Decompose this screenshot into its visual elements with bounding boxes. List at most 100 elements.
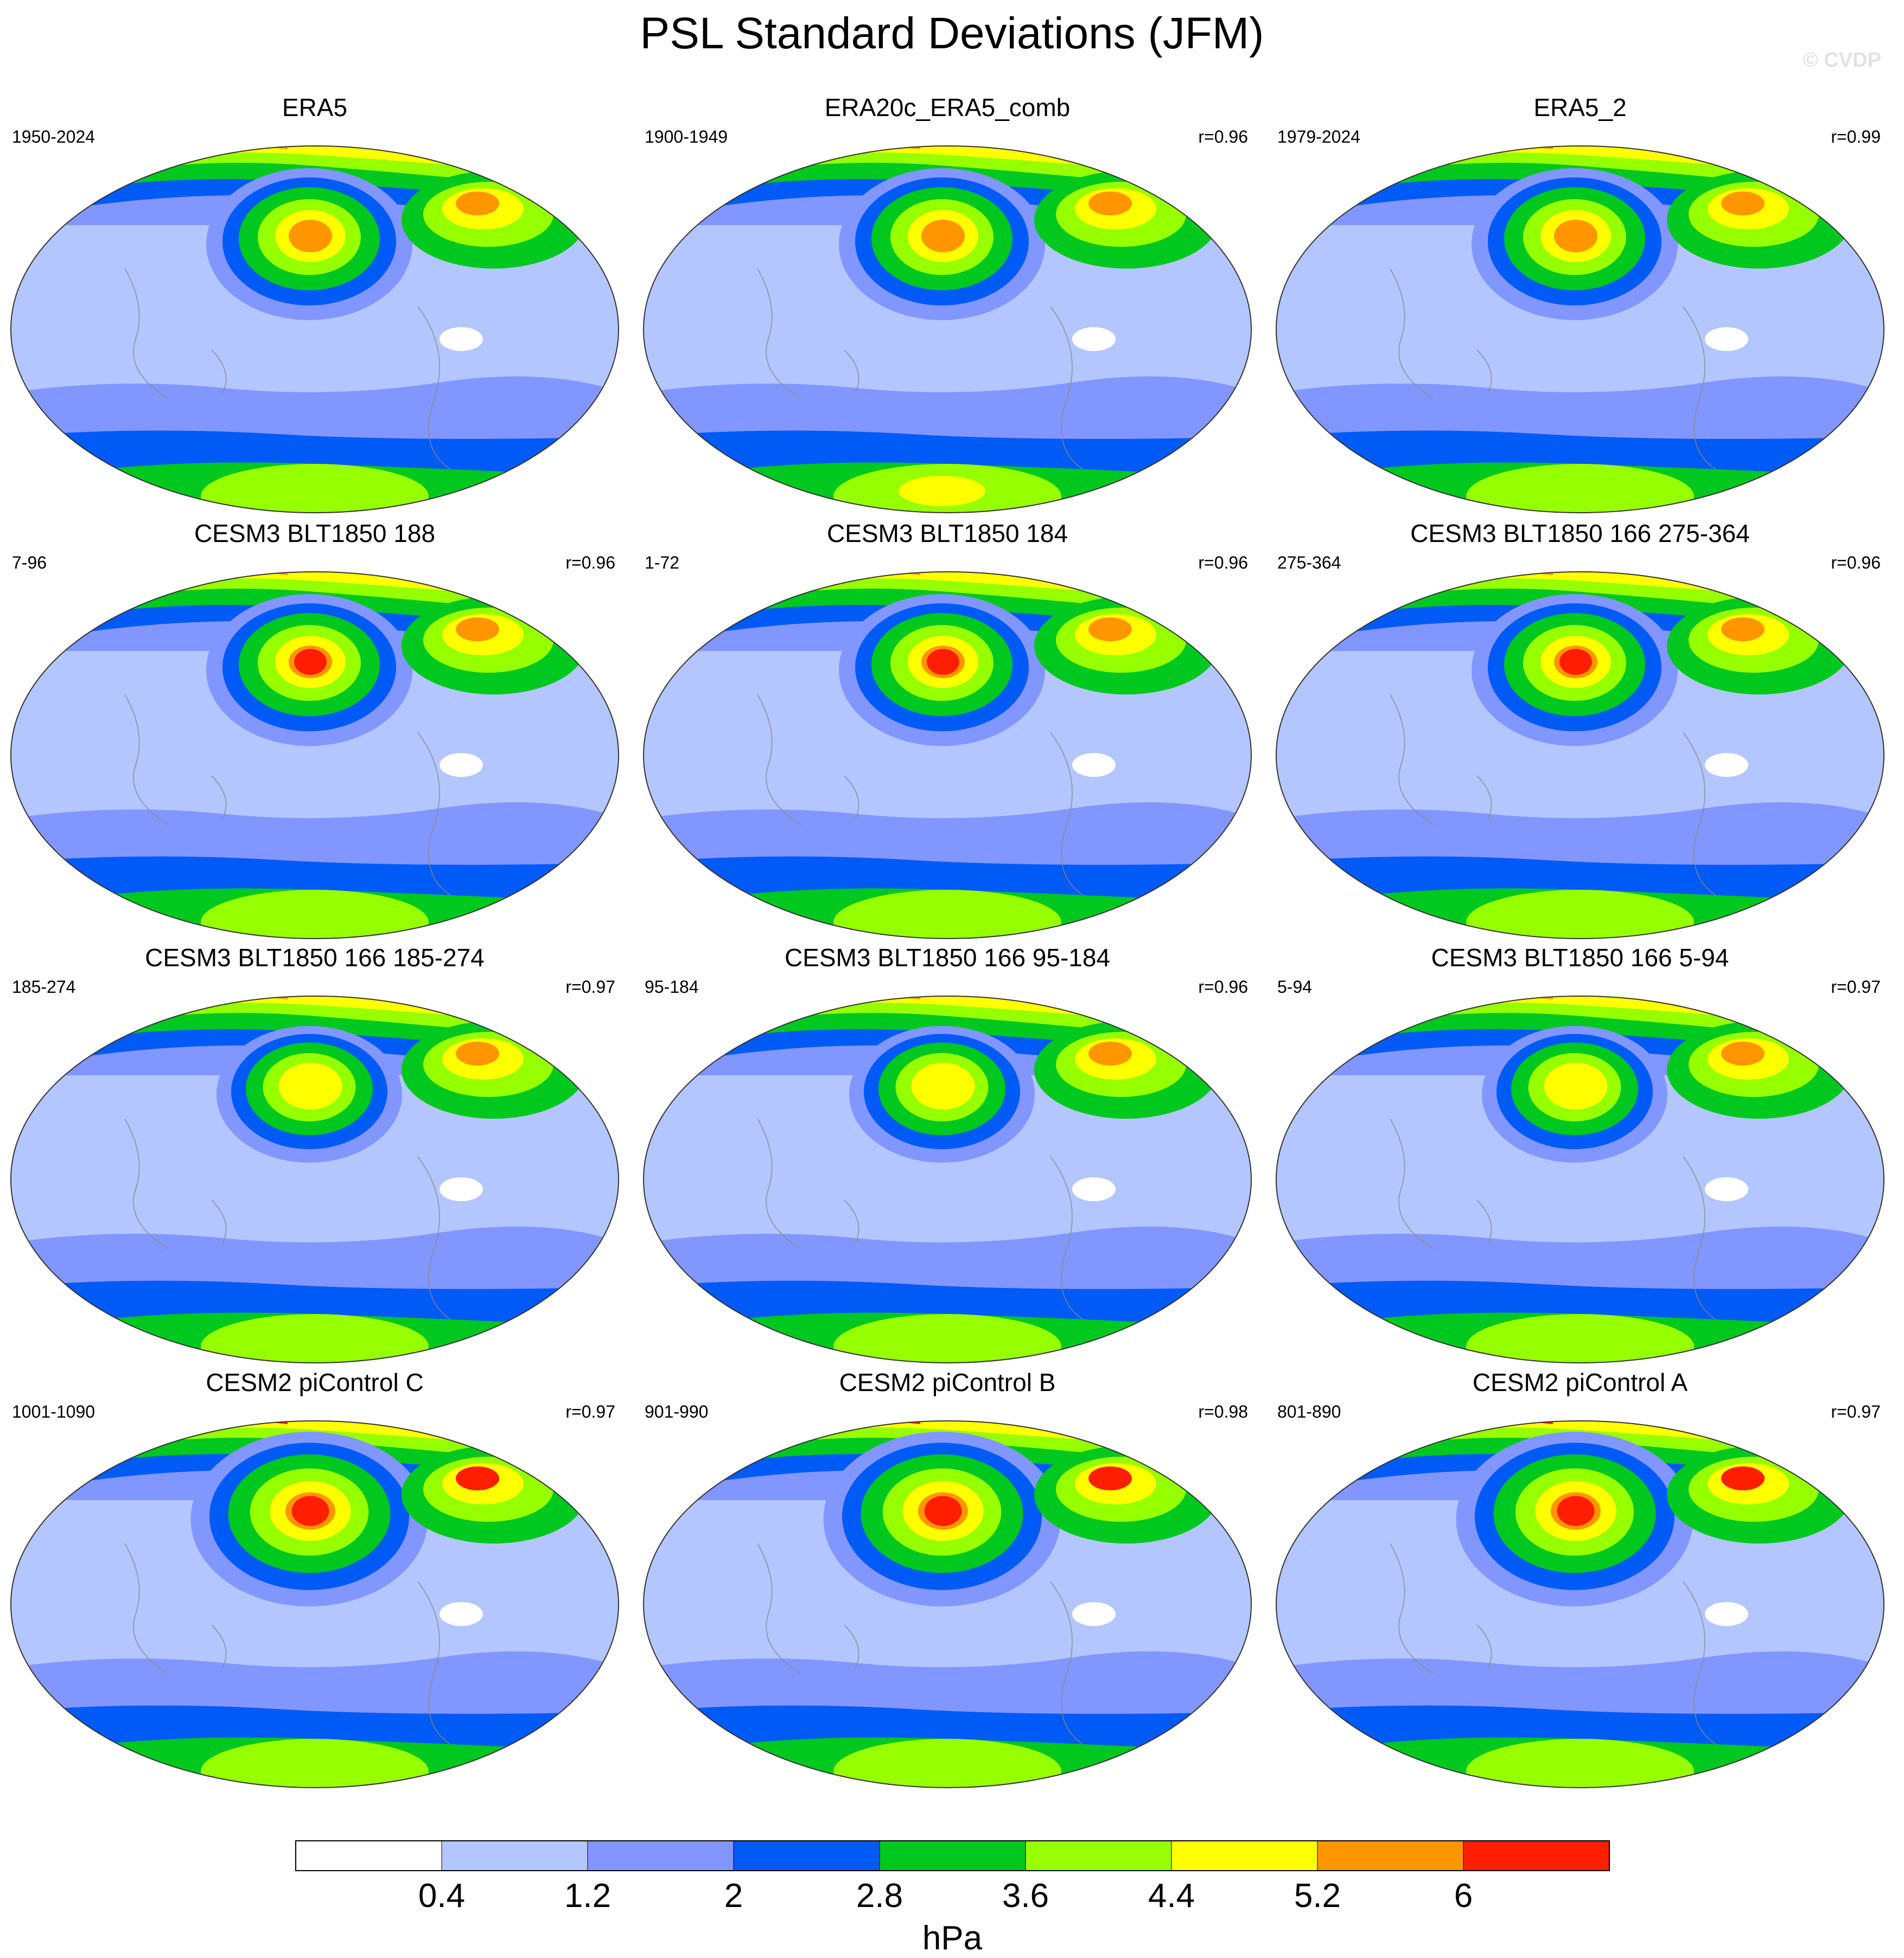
colorbar-label: 6 <box>1454 1877 1473 1915</box>
map-panel: CESM3 BLT1850 184 1-72 r=0.96 <box>638 518 1257 941</box>
map-border <box>10 996 619 1363</box>
map-fill <box>1276 1421 1884 1788</box>
coastlines <box>124 1118 451 1320</box>
panel-title: CESM2 piControl B <box>839 1368 1056 1396</box>
panel-correlation: r=0.98 <box>1198 1402 1248 1421</box>
panel-title: CESM3 BLT1850 166 5-94 <box>1431 943 1729 972</box>
panel-period: 185-274 <box>12 977 76 997</box>
map-fill <box>644 572 1251 939</box>
map-fill <box>11 1421 619 1788</box>
panel-correlation: r=0.97 <box>1831 1402 1881 1421</box>
map-fill <box>11 572 619 939</box>
page-title: PSL Standard Deviations (JFM) <box>640 9 1264 58</box>
panel-title: ERA5_2 <box>1533 93 1627 122</box>
map-fill <box>11 146 619 513</box>
panel-title: CESM3 BLT1850 166 275-364 <box>1410 519 1750 547</box>
panel-correlation: r=0.96 <box>565 553 615 572</box>
colorbar-swatch <box>1025 1840 1172 1871</box>
coastlines <box>124 694 451 896</box>
panel-period: 901-990 <box>645 1402 709 1421</box>
map-fill <box>11 996 619 1363</box>
map-fill <box>1276 146 1884 513</box>
map-plot <box>10 571 619 939</box>
coastlines <box>124 1543 451 1745</box>
map-fill <box>1276 572 1884 939</box>
map-plot <box>643 145 1252 513</box>
colorbar: 0.4 1.2 2 2.8 3.6 4.4 5.2 6 hPa <box>295 1840 1610 1957</box>
map-border <box>1276 1420 1884 1788</box>
panel-correlation: r=0.97 <box>565 977 615 997</box>
panel-period: 801-890 <box>1277 1402 1341 1421</box>
map-plot <box>10 145 619 513</box>
panel-title: CESM2 piControl C <box>206 1368 424 1396</box>
colorbar-label: 0.4 <box>418 1877 465 1915</box>
map-panel: CESM2 piControl A 801-890 r=0.97 <box>1271 1367 1889 1790</box>
map-border <box>643 145 1252 513</box>
map-plot <box>643 1420 1252 1788</box>
panel-period: 1-72 <box>645 553 680 572</box>
colorbar-swatch <box>1463 1840 1610 1871</box>
colorbar-swatch <box>441 1840 588 1871</box>
panel-period: 1979-2024 <box>1277 127 1361 146</box>
colorbar-frame <box>295 1840 1610 1871</box>
map-border <box>10 1420 619 1788</box>
coastlines <box>757 268 1084 470</box>
panel-correlation: r=0.97 <box>565 1402 615 1421</box>
panel-title: CESM3 BLT1850 166 185-274 <box>145 943 485 972</box>
colorbar-swatch <box>1171 1840 1318 1871</box>
map-panel: CESM2 piControl B 901-990 r=0.98 <box>638 1367 1257 1790</box>
map-plot <box>1276 571 1884 939</box>
coastlines <box>1390 268 1716 470</box>
panel-title: ERA20c_ERA5_comb <box>824 93 1071 122</box>
panel-title: CESM3 BLT1850 184 <box>826 519 1068 547</box>
coastlines <box>1390 1118 1716 1320</box>
panel-correlation: r=0.97 <box>1831 977 1881 997</box>
panel-period: 7-96 <box>12 553 47 572</box>
map-border <box>643 571 1252 939</box>
panel-period: 95-184 <box>645 977 699 997</box>
map-panel: CESM3 BLT1850 166 5-94 5-94 r=0.97 <box>1271 942 1889 1366</box>
map-border <box>643 996 1252 1363</box>
map-panel: ERA5_2 1979-2024 r=0.99 <box>1271 92 1889 515</box>
map-plot <box>643 996 1252 1363</box>
map-fill <box>644 146 1251 513</box>
colorbar-swatch <box>733 1840 880 1871</box>
map-panel: ERA20c_ERA5_comb 1900-1949 r=0.96 <box>638 92 1257 515</box>
watermark: © CVDP <box>1803 49 1881 72</box>
map-border <box>1276 996 1884 1363</box>
colorbar-label: 2 <box>724 1877 743 1915</box>
panel-period: 1900-1949 <box>645 127 728 146</box>
panel-correlation: r=0.99 <box>1831 127 1881 146</box>
colorbar-label: 4.4 <box>1148 1877 1195 1915</box>
coastlines <box>1390 1543 1716 1745</box>
coastlines <box>124 268 451 470</box>
colorbar-label: 5.2 <box>1294 1877 1341 1915</box>
colorbar-swatch <box>1317 1840 1464 1871</box>
map-fill <box>644 996 1251 1363</box>
map-border <box>1276 145 1884 513</box>
panel-title: CESM3 BLT1850 188 <box>194 519 436 547</box>
map-plot <box>10 996 619 1363</box>
coastlines <box>1390 694 1716 896</box>
map-plot <box>1276 1420 1884 1788</box>
panel-title: CESM3 BLT1850 166 95-184 <box>784 943 1111 972</box>
colorbar-label: 1.2 <box>564 1877 611 1915</box>
panel-title: ERA5 <box>282 93 348 122</box>
map-plot <box>1276 996 1884 1363</box>
colorbar-swatch <box>587 1840 734 1871</box>
coastlines <box>757 1118 1084 1320</box>
map-fill <box>644 1421 1251 1788</box>
colorbar-label: 3.6 <box>1002 1877 1049 1915</box>
map-panel: CESM3 BLT1850 166 185-274 185-274 r=0.97 <box>5 942 624 1366</box>
map-fill <box>1276 996 1884 1363</box>
colorbar-swatch <box>295 1840 442 1871</box>
map-plot <box>1276 145 1884 513</box>
panel-period: 275-364 <box>1277 553 1341 572</box>
coastlines <box>757 1543 1084 1745</box>
map-border <box>10 571 619 939</box>
map-panel: CESM3 BLT1850 188 7-96 r=0.96 <box>5 518 624 941</box>
panel-title: CESM2 piControl A <box>1472 1368 1688 1396</box>
map-panel: CESM3 BLT1850 166 95-184 95-184 r=0.96 <box>638 942 1257 1366</box>
panel-correlation: r=0.96 <box>1831 553 1881 572</box>
map-panel: CESM3 BLT1850 166 275-364 275-364 r=0.96 <box>1271 518 1889 941</box>
